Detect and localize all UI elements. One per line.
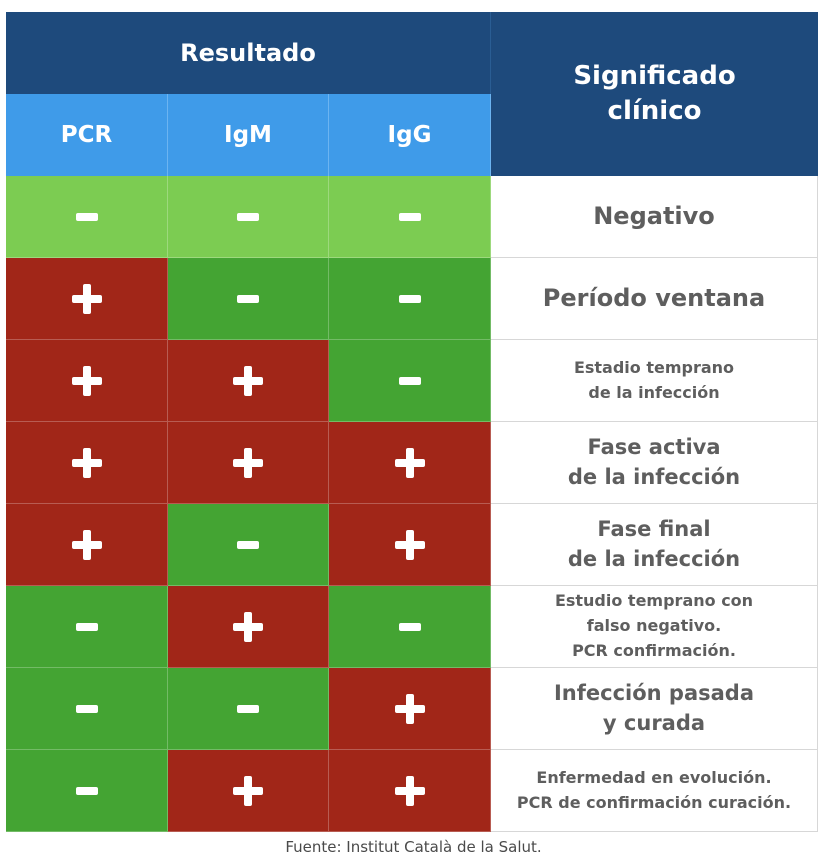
clinical-meaning-line: de la infección [588,382,720,402]
result-igg-negative [329,258,491,340]
result-igg-negative [329,340,491,422]
minus-icon [75,786,98,795]
header-pcr: PCR [6,94,168,176]
result-igm-positive [168,422,329,504]
minus-icon [237,212,259,221]
minus-icon [398,622,421,631]
plus-icon [71,283,102,314]
result-igm-negative [168,176,329,258]
minus-icon [75,622,98,631]
results-table: Resultado Significado clínico PCR IgM Ig… [6,12,818,832]
clinical-meaning-line: y curada [602,710,706,735]
result-igm-negative [168,504,329,586]
plus-icon [394,693,425,724]
clinical-meaning: Enfermedad en evolución. PCR de confirmac… [491,750,818,832]
clinical-meaning-line: Fase activa [587,435,721,460]
result-igg-negative [329,176,491,258]
clinical-meaning-line: Período ventana [542,283,766,312]
clinical-meaning-line: Estudio temprano con [554,591,754,611]
clinical-meaning: Fase activa de la infección [491,422,818,504]
minus-icon [75,704,98,713]
clinical-meaning-line: Negativo [593,201,715,230]
clinical-meaning-line: Estadio temprano [573,357,735,377]
clinical-meaning-line: de la infección [567,546,741,571]
source-note: Fuente: Institut Català de la Salut. [285,838,542,856]
result-igg-positive [329,668,491,750]
plus-icon [233,775,263,806]
result-pcr-positive [6,340,168,422]
result-pcr-positive [6,422,168,504]
header-igg: IgG [329,94,491,176]
minus-icon [398,376,421,385]
header-significado-line2: clínico [607,96,702,126]
minus-icon [398,294,421,303]
header-resultado: Resultado [6,12,491,94]
result-igm-negative [168,668,329,750]
result-pcr-positive [6,504,168,586]
plus-icon [71,447,102,478]
plus-icon [233,447,263,478]
clinical-meaning-line: PCR confirmación. [572,640,736,660]
clinical-meaning-line: Fase final [597,517,711,542]
result-pcr-negative [6,176,168,258]
clinical-meaning: Negativo [491,176,818,258]
clinical-meaning: Fase final de la infección [491,504,818,586]
minus-icon [237,540,259,549]
result-pcr-positive [6,258,168,340]
result-pcr-negative [6,750,168,832]
result-pcr-negative [6,668,168,750]
header-significado-line1: Significado [573,60,736,91]
plus-icon [233,611,263,642]
plus-icon [394,529,425,560]
plus-icon [233,365,263,396]
result-igg-positive [329,422,491,504]
clinical-meaning: Estudio temprano con falso negativo. PCR c… [491,586,818,668]
minus-icon [398,212,421,221]
result-pcr-negative [6,586,168,668]
clinical-meaning-line: de la infección [567,464,741,489]
result-igm-positive [168,750,329,832]
clinical-meaning-line: falso negativo. [586,616,722,636]
header-significado-clinico: Significado clínico [491,12,818,176]
result-igm-negative [168,258,329,340]
header-igm: IgM [168,94,329,176]
minus-icon [237,294,259,303]
clinical-meaning: Infección pasada y curada [491,668,818,750]
plus-icon [394,775,425,806]
clinical-meaning: Período ventana [491,258,818,340]
minus-icon [237,704,259,713]
clinical-meaning-line: PCR de confirmación curación. [516,792,792,812]
plus-icon [71,529,102,560]
plus-icon [71,365,102,396]
clinical-meaning-line: Infección pasada [553,681,754,706]
minus-icon [75,212,98,221]
result-igg-positive [329,504,491,586]
result-igg-negative [329,586,491,668]
plus-icon [394,447,425,478]
clinical-meaning: Estadio temprano de la infección [491,340,818,422]
clinical-meaning-line: Enfermedad en evolución. [536,767,772,787]
result-igm-positive [168,340,329,422]
result-igg-positive [329,750,491,832]
result-igm-positive [168,586,329,668]
